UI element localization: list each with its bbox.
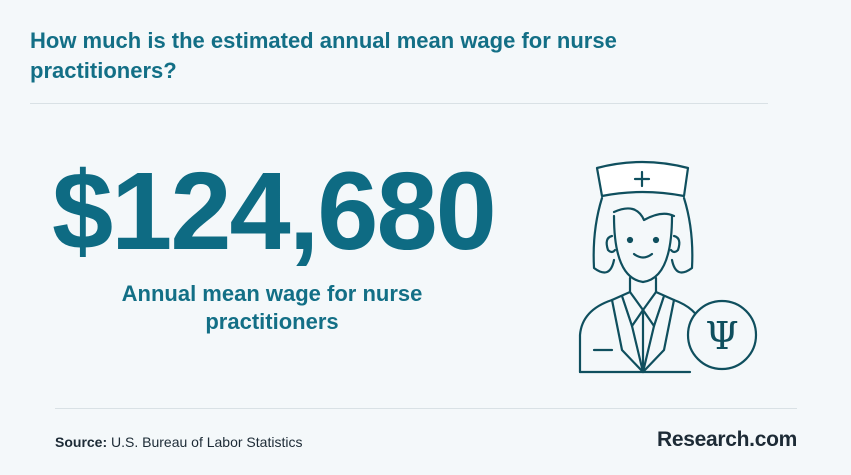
brand-logo: Research.com <box>657 428 797 451</box>
source-text: U.S. Bureau of Labor Statistics <box>111 434 303 450</box>
bottom-divider <box>55 408 797 409</box>
source-label: Source: <box>55 434 108 450</box>
wage-value: $124,680 <box>52 150 497 273</box>
top-divider <box>30 103 768 104</box>
page-title: How much is the estimated annual mean wa… <box>30 28 617 83</box>
source-note: Source: U.S. Bureau of Labor Statistics <box>55 434 302 450</box>
psi-symbol-icon: Ψ <box>705 314 738 358</box>
nurse-illustration: Ψ <box>570 150 770 380</box>
wage-caption: Annual mean wage for nurse practitioners <box>121 281 423 334</box>
nurse-icon: Ψ <box>578 160 758 374</box>
psi-badge <box>686 299 758 371</box>
